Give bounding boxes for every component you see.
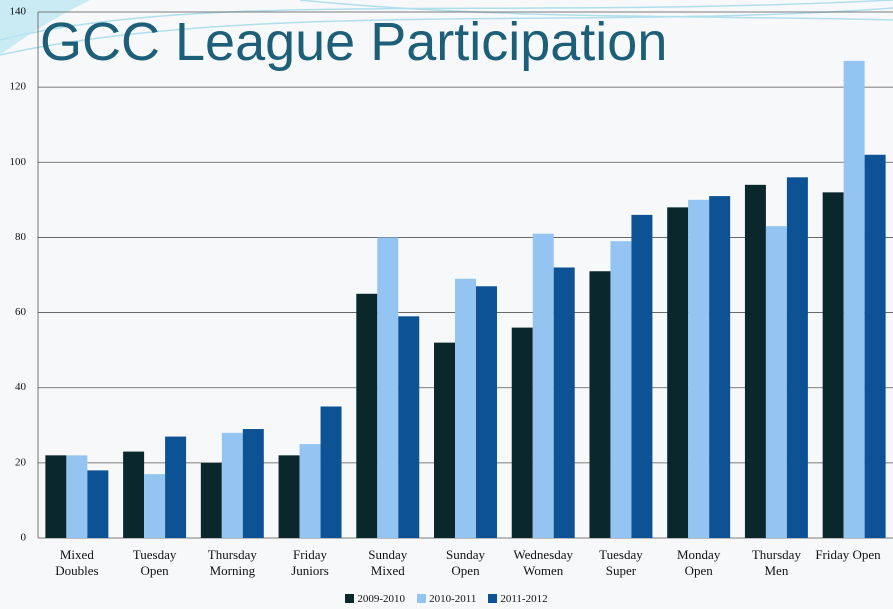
bars — [45, 60, 886, 539]
bar — [667, 207, 689, 538]
bar — [200, 462, 222, 538]
bar — [377, 237, 399, 538]
bar — [511, 327, 533, 538]
bar — [532, 233, 554, 538]
bar — [87, 470, 109, 538]
legend: 2009-2010 2010-2011 2011-2012 — [0, 593, 893, 605]
bar — [45, 455, 67, 538]
x-tick-label: Tuesday Super — [599, 547, 643, 578]
x-tick-label: Mixed Doubles — [55, 547, 99, 578]
bar — [709, 196, 731, 538]
x-tick-label: Friday Open — [815, 547, 881, 562]
y-tick-label: 60 — [15, 306, 27, 318]
bar — [356, 293, 378, 538]
bar — [631, 214, 653, 538]
bar — [434, 342, 456, 538]
corner-shape — [0, 0, 90, 55]
x-tick-label: Monday Open — [677, 547, 721, 578]
bar — [165, 436, 187, 538]
legend-swatch — [345, 594, 355, 603]
legend-swatch — [488, 594, 498, 603]
bar — [744, 184, 766, 539]
decoration — [0, 0, 893, 56]
bar — [822, 192, 844, 539]
x-tick-label: Thursday Morning — [207, 547, 257, 578]
bar — [610, 241, 632, 538]
legend-item: 2009-2010 — [345, 593, 405, 605]
bar — [320, 406, 342, 538]
bar — [475, 286, 497, 538]
bar — [66, 455, 88, 538]
legend-swatch — [417, 594, 427, 603]
y-tick-label: 40 — [15, 381, 27, 393]
bar — [553, 267, 575, 538]
x-tick-label: Sunday Open — [446, 547, 485, 578]
y-tick-label: 120 — [10, 81, 27, 93]
chart-title: GCC League Participation — [40, 12, 667, 72]
y-tick-label: 80 — [15, 231, 27, 243]
bar — [398, 316, 420, 538]
bar — [278, 455, 300, 538]
bar — [123, 451, 145, 538]
swoosh — [0, 7, 893, 56]
bar — [221, 432, 243, 538]
x-tick-label: Wednesday Women — [513, 547, 574, 578]
bar — [299, 444, 321, 538]
y-tick-label: 20 — [15, 456, 27, 468]
x-tick-label: Friday Juniors — [291, 547, 329, 578]
bar — [765, 226, 787, 538]
legend-label: 2010-2011 — [429, 593, 477, 605]
bar — [242, 429, 264, 538]
bar — [589, 271, 611, 538]
legend-label: 2011-2012 — [500, 593, 548, 605]
x-tick-label: Thursday Men — [751, 547, 801, 578]
legend-item: 2010-2011 — [417, 593, 476, 605]
swoosh — [0, 0, 893, 41]
bar — [864, 154, 886, 538]
bar — [144, 474, 166, 538]
bar — [688, 199, 710, 538]
x-tick-label: Tuesday Open — [132, 547, 177, 578]
y-tick-label: 140 — [10, 6, 27, 18]
legend-item: 2011-2012 — [488, 593, 548, 605]
x-tick-label: Sunday Mixed — [368, 547, 408, 578]
y-tick-label: 0 — [21, 532, 27, 544]
bar — [843, 60, 865, 538]
legend-label: 2009-2010 — [357, 593, 406, 605]
swoosh — [299, 0, 893, 21]
bar — [455, 278, 476, 538]
y-tick-label: 100 — [10, 156, 27, 168]
bar — [786, 177, 808, 539]
